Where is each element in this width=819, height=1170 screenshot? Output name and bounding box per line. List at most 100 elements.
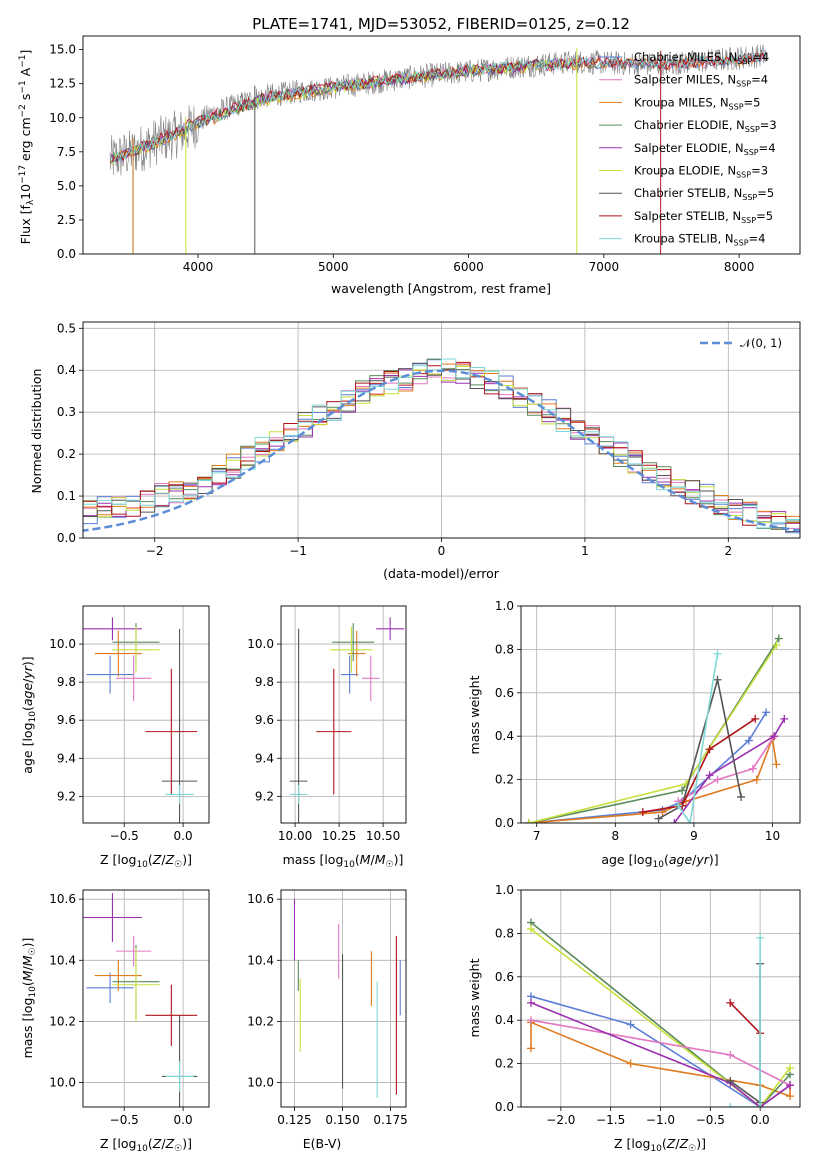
y-tick-label: 15.0 — [49, 43, 76, 57]
legend-label: Kroupa STELIB, NSSP=4 — [634, 232, 765, 248]
massweight-line — [729, 1002, 761, 1034]
x-tick-label: −1.5 — [596, 1113, 625, 1127]
y-tick-label: 0.2 — [495, 773, 514, 787]
errorbar-group — [83, 617, 198, 823]
massweight-z-plot-area: −2.0 −1.5 −1.0 −0.5 0.0 0.0 0.2 0.4 0.6 0.8 1.0 — [495, 883, 801, 1127]
spectrum-xlabel: wavelength [Angstrom, rest frame] — [331, 281, 551, 296]
y-tick-label: 10.6 — [49, 892, 76, 906]
y-tick-label: 10.0 — [49, 637, 76, 651]
x-tick-label: −2.0 — [546, 1113, 575, 1127]
model-spectrum-line — [109, 49, 766, 164]
massweight-age-panel: 7 8 9 10 0.0 0.2 0.4 0.6 0.8 1.0 age [log10(age/y… — [467, 599, 801, 870]
x-tick-label: 7 — [533, 829, 541, 843]
x-tick-label: 10 — [765, 829, 780, 843]
massweight-line — [673, 718, 785, 823]
massweight-marker — [748, 764, 757, 773]
legend-label: Chabrier ELODIE, NSSP=3 — [634, 118, 777, 134]
y-tick-label: 0.2 — [57, 447, 76, 461]
y-tick-label: 10.0 — [49, 111, 76, 125]
age-vs-mass-plot-area: 10.00 10.25 10.50 9.2 9.4 9.6 9.8 10.0 — [247, 605, 407, 843]
age-vs-mass-xlabel: mass [log10(M/M☉)] — [283, 852, 404, 870]
mass-vs-z-ylabel: mass [log10(M/M☉)] — [20, 938, 38, 1059]
massweight-marker — [786, 1063, 795, 1072]
axes-frame — [82, 889, 210, 1108]
x-tick-label: −0.5 — [696, 1113, 725, 1127]
massweight-marker — [626, 1059, 635, 1068]
residual-panel: −2 −1 0 1 2 0.0 0.1 0.2 0.3 0.4 0.5 𝒩(0, 1) (data-m… — [29, 321, 801, 581]
y-tick-label: 0.8 — [495, 926, 514, 940]
y-tick-label: 0.1 — [57, 489, 76, 503]
legend-label: Kroupa ELODIE, NSSP=3 — [634, 164, 768, 180]
x-tick-label: 9 — [690, 829, 698, 843]
massweight-marker — [526, 1016, 535, 1025]
axes-frame — [280, 889, 407, 1108]
massweight-z-ylabel: mass weight — [467, 958, 482, 1037]
residual-ylabel: Normed distribution — [29, 369, 44, 494]
y-tick-label: 9.6 — [255, 713, 274, 727]
massweight-line — [677, 653, 719, 823]
y-tick-label: 9.2 — [255, 789, 274, 803]
x-tick-label: 6000 — [453, 260, 484, 274]
y-tick-label: 10.0 — [49, 1076, 76, 1090]
massweight-marker — [705, 771, 714, 780]
massweight-marker — [726, 1076, 735, 1085]
y-tick-label: 1.0 — [495, 599, 514, 613]
y-tick-label: 0.4 — [495, 729, 514, 743]
model-spectrum-line — [109, 57, 577, 164]
mass-vs-z-xlabel: Z [log10(Z/Z☉)] — [100, 1136, 192, 1154]
x-tick-label: 0.0 — [174, 829, 193, 843]
massweight-marker — [752, 775, 761, 784]
massweight-line — [730, 937, 761, 1107]
histogram-step-line — [83, 359, 800, 534]
y-tick-label: 9.8 — [255, 675, 274, 689]
axes-frame — [520, 605, 801, 824]
x-tick-label: 5000 — [318, 260, 349, 274]
y-tick-label: 9.6 — [57, 713, 76, 727]
y-tick-label: 9.2 — [57, 789, 76, 803]
observed-spectrum-line — [109, 44, 767, 176]
massweight-marker — [526, 925, 535, 934]
y-tick-label: 12.5 — [49, 77, 76, 91]
massweight-marker — [678, 786, 687, 795]
x-tick-label: 8 — [611, 829, 619, 843]
massweight-line — [658, 679, 742, 820]
errorbar-group — [289, 617, 405, 823]
x-tick-label: −1 — [289, 544, 307, 558]
massweight-line — [530, 1002, 791, 1107]
massweight-marker — [770, 732, 779, 741]
massweight-marker — [726, 1050, 735, 1059]
model-spectrum-line — [109, 58, 577, 165]
massweight-age-plot-area: 7 8 9 10 0.0 0.2 0.4 0.6 0.8 1.0 — [495, 599, 801, 843]
y-tick-label: 2.5 — [57, 213, 76, 227]
x-tick-label: −2 — [146, 544, 164, 558]
massweight-marker — [654, 814, 663, 823]
mass-vs-ebv-plot-area: 0.125 0.150 0.175 10.0 10.2 10.4 10.6 — [247, 889, 408, 1127]
massweight-marker — [737, 792, 746, 801]
model-spectrum-line — [109, 49, 766, 164]
x-tick-label: 10.00 — [278, 829, 312, 843]
gaussian-curve — [83, 369, 800, 532]
axes-frame — [82, 321, 801, 539]
x-tick-label: 0.150 — [325, 1113, 359, 1127]
legend-label: Kroupa MILES, NSSP=5 — [634, 95, 760, 111]
y-tick-label: 0.0 — [57, 247, 76, 261]
y-tick-label: 10.4 — [49, 953, 76, 967]
spectrum-panel: 4000 5000 6000 7000 8000 0.0 2.5 5.0 7.5 10.0 12.5… — [18, 35, 801, 296]
x-tick-label: −1.0 — [646, 1113, 675, 1127]
y-tick-label: 7.5 — [57, 145, 76, 159]
x-tick-label: 1 — [581, 544, 589, 558]
histogram-step-line — [83, 362, 800, 530]
histogram-step-line — [83, 363, 800, 530]
x-tick-label: 4000 — [183, 260, 214, 274]
y-tick-label: 0.6 — [495, 686, 514, 700]
y-tick-label: 10.4 — [247, 953, 274, 967]
axes-frame — [520, 889, 801, 1108]
residual-xlabel: (data-model)/error — [383, 566, 500, 581]
y-tick-label: 10.6 — [247, 892, 274, 906]
model-spectrum-line — [110, 52, 766, 163]
x-tick-label: 8000 — [724, 260, 755, 274]
x-tick-label: 10.25 — [322, 829, 356, 843]
massweight-marker — [526, 1044, 535, 1053]
y-tick-label: 0.0 — [57, 531, 76, 545]
